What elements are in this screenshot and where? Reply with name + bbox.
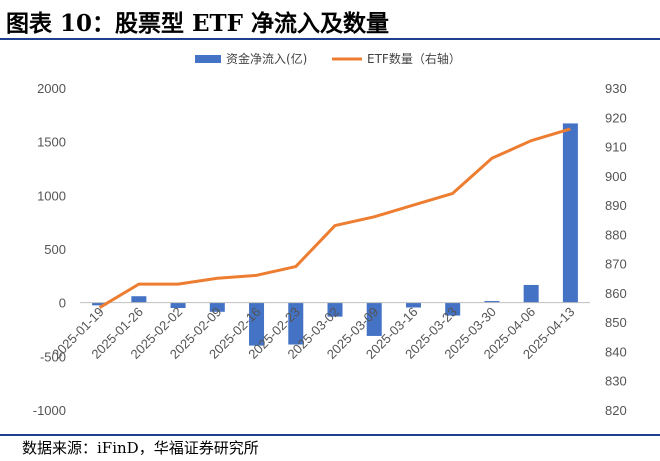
right-tick-label: 850 bbox=[605, 315, 627, 330]
left-axis-ticks: 2000 1500 1000 500 0 -500 -1000 bbox=[33, 81, 66, 418]
right-tick-label: 890 bbox=[605, 198, 627, 213]
bar bbox=[523, 284, 539, 303]
legend-bar-label: 资金净流入(亿) bbox=[226, 51, 307, 66]
bar-series bbox=[92, 123, 578, 346]
right-tick-label: 870 bbox=[605, 257, 627, 272]
right-tick-label: 840 bbox=[605, 344, 627, 359]
right-axis-ticks: 930 920 910 900 890 880 870 860 850 840 830 820 bbox=[605, 81, 627, 418]
etf-flow-chart: 资金净流入(亿) ETF数量（右轴） 2000 1500 1000 500 0 -500 -1… bbox=[33, 51, 627, 418]
right-tick-label: 820 bbox=[605, 403, 627, 418]
left-tick-label: 2000 bbox=[37, 81, 66, 96]
legend-line-label: ETF数量（右轴） bbox=[367, 51, 461, 66]
bar bbox=[92, 302, 108, 306]
footer-rule bbox=[0, 434, 660, 436]
legend-bar-swatch bbox=[195, 55, 221, 63]
right-tick-label: 920 bbox=[605, 110, 627, 125]
left-tick-label: 0 bbox=[59, 296, 66, 311]
right-tick-label: 930 bbox=[605, 81, 627, 96]
right-tick-label: 860 bbox=[605, 286, 627, 301]
bar bbox=[209, 302, 225, 312]
chart-legend: 资金净流入(亿) ETF数量（右轴） bbox=[195, 51, 461, 66]
x-axis-ticks: 2025-01-192025-01-262025-02-022025-02-09… bbox=[49, 304, 577, 362]
bar bbox=[327, 302, 343, 317]
bar bbox=[445, 302, 461, 316]
left-tick-label: -500 bbox=[40, 349, 66, 364]
left-tick-label: 500 bbox=[44, 242, 66, 257]
bar bbox=[405, 302, 421, 308]
bar bbox=[366, 302, 382, 336]
left-tick-label: 1000 bbox=[37, 188, 66, 203]
title-rule bbox=[0, 38, 660, 40]
bar bbox=[249, 302, 265, 346]
left-tick-label: 1500 bbox=[37, 135, 66, 150]
line-series bbox=[98, 127, 571, 309]
right-tick-label: 910 bbox=[605, 140, 627, 155]
right-tick-label: 900 bbox=[605, 169, 627, 184]
left-tick-label: -1000 bbox=[33, 403, 66, 418]
figure-title: 图表 10：股票型 ETF 净流入及数量 bbox=[6, 10, 390, 37]
source-note: 数据来源：iFinD，华福证券研究所 bbox=[22, 439, 259, 457]
bar bbox=[131, 296, 147, 303]
bar bbox=[484, 301, 500, 303]
bar bbox=[170, 302, 186, 309]
right-tick-label: 830 bbox=[605, 374, 627, 389]
right-tick-label: 880 bbox=[605, 227, 627, 242]
bar bbox=[288, 302, 304, 345]
etf-count-line bbox=[98, 127, 571, 309]
bar bbox=[562, 123, 578, 303]
